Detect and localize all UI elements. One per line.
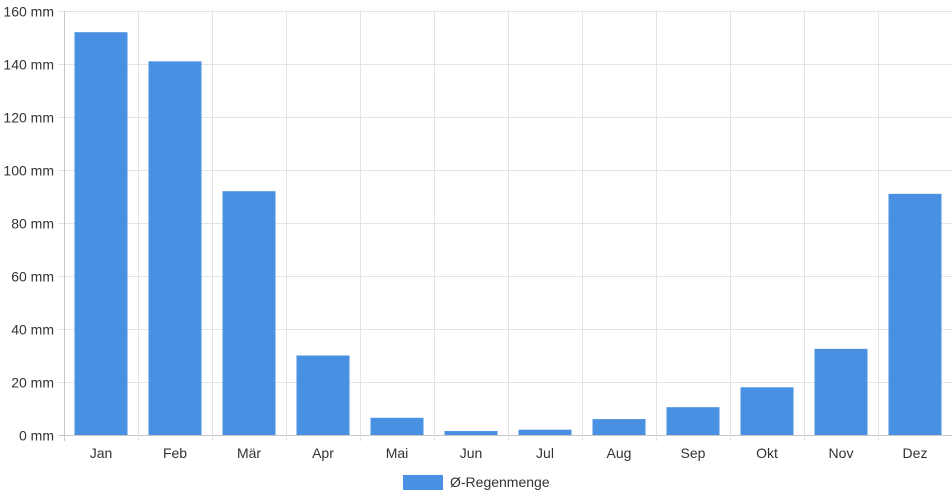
bar-Mai[interactable] xyxy=(370,417,424,435)
x-tick-label: Mär xyxy=(237,445,261,461)
x-axis: Jan Feb Mär Apr Mai Jun Jul Aug Sep Okt Nov Dez xyxy=(90,445,928,461)
y-axis: 0 mm 20 mm 40 mm 60 mm 80 mm 100 mm 120 mm 140 … xyxy=(3,4,54,444)
y-tick-label: 0 mm xyxy=(19,428,54,444)
x-tick-label: Jun xyxy=(460,445,483,461)
bar-Jan[interactable] xyxy=(74,32,128,435)
x-tick-label: Jul xyxy=(536,445,554,461)
bar-Aug[interactable] xyxy=(592,419,646,435)
bar-Jun[interactable] xyxy=(444,431,498,435)
y-tick-label: 140 mm xyxy=(3,57,54,73)
y-tick-label: 120 mm xyxy=(3,110,54,126)
bar-Feb[interactable] xyxy=(148,61,202,435)
y-tick-label: 20 mm xyxy=(11,375,54,391)
bar-Nov[interactable] xyxy=(814,348,868,435)
y-tick-label: 80 mm xyxy=(11,216,54,232)
x-tick-label: Apr xyxy=(312,445,334,461)
legend-swatch xyxy=(403,475,443,490)
legend-label: Ø-Regenmenge xyxy=(450,474,550,490)
x-tick-label: Jan xyxy=(90,445,113,461)
x-tick-label: Nov xyxy=(829,445,854,461)
legend[interactable]: Ø-Regenmenge xyxy=(403,474,550,490)
bars xyxy=(74,32,942,436)
grid xyxy=(58,11,952,441)
bar-Mär[interactable] xyxy=(222,191,276,435)
bar-Sep[interactable] xyxy=(666,407,720,435)
x-tick-label: Okt xyxy=(756,445,778,461)
x-tick-label: Mai xyxy=(386,445,409,461)
x-tick-label: Dez xyxy=(903,445,928,461)
bar-Jul[interactable] xyxy=(518,429,572,435)
x-tick-label: Feb xyxy=(163,445,187,461)
bar-Apr[interactable] xyxy=(296,355,350,436)
y-tick-label: 60 mm xyxy=(11,269,54,285)
x-tick-label: Aug xyxy=(607,445,632,461)
y-tick-label: 160 mm xyxy=(3,4,54,20)
bar-Okt[interactable] xyxy=(740,387,794,435)
y-tick-label: 100 mm xyxy=(3,163,54,179)
y-tick-label: 40 mm xyxy=(11,322,54,338)
bar-Dez[interactable] xyxy=(888,193,942,435)
x-tick-label: Sep xyxy=(681,445,706,461)
